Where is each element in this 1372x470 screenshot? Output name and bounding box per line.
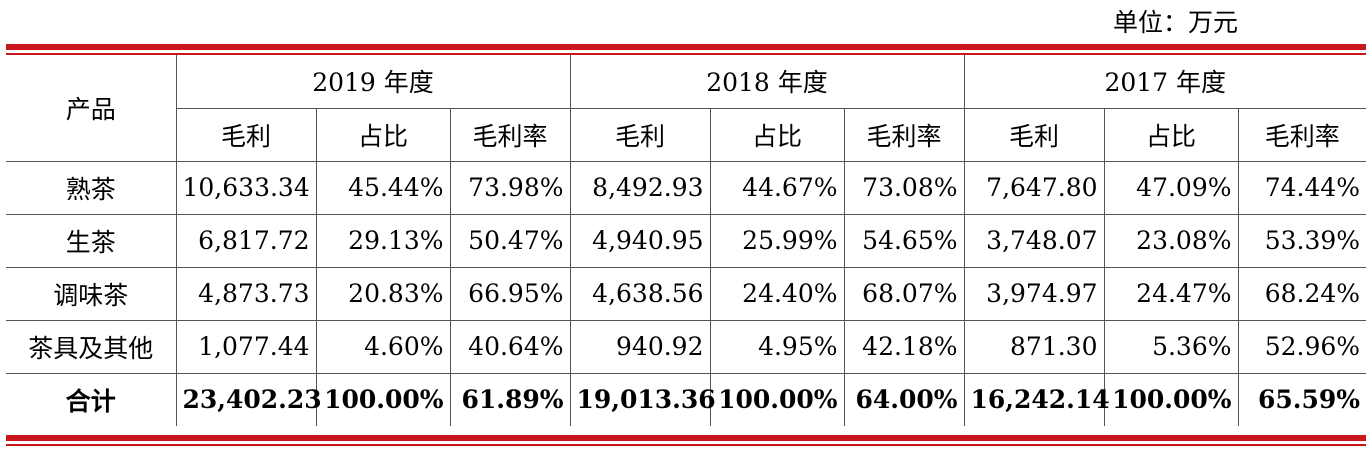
cell-value: 53.39% xyxy=(1237,213,1367,268)
cell-value: 8,492.93 xyxy=(569,160,711,215)
total-value: 100.00% xyxy=(1103,372,1239,426)
cell-value: 20.83% xyxy=(315,266,451,321)
gross-profit-table: 产品 2019 年度 2018 年度 2017 年度 毛利 占比 毛利率 毛利 … xyxy=(6,55,1367,426)
header-share: 占比 xyxy=(1103,107,1239,162)
total-value: 23,402.23 xyxy=(175,372,322,426)
cell-value: 40.64% xyxy=(449,319,571,374)
row-product-label: 生茶 xyxy=(6,213,177,268)
cell-value: 68.07% xyxy=(843,266,965,321)
cell-value: 45.44% xyxy=(315,160,451,215)
cell-value: 6,817.72 xyxy=(175,213,317,268)
cell-value: 42.18% xyxy=(843,319,965,374)
cell-value: 4.60% xyxy=(315,319,451,374)
cell-value: 940.92 xyxy=(569,319,711,374)
header-share: 占比 xyxy=(709,107,845,162)
cell-value: 23.08% xyxy=(1103,213,1239,268)
cell-value: 24.40% xyxy=(709,266,845,321)
cell-value: 66.95% xyxy=(449,266,571,321)
header-row-subcolumns: 毛利 占比 毛利率 毛利 占比 毛利率 毛利 占比 毛利率 xyxy=(6,107,1367,162)
cell-value: 52.96% xyxy=(1237,319,1367,374)
cell-value: 4,638.56 xyxy=(569,266,711,321)
total-value: 64.00% xyxy=(843,372,965,426)
total-value: 100.00% xyxy=(315,372,451,426)
header-year-2017: 2017 年度 xyxy=(963,55,1367,109)
row-product-label: 茶具及其他 xyxy=(6,319,177,374)
cell-value: 73.98% xyxy=(449,160,571,215)
header-share: 占比 xyxy=(315,107,451,162)
top-thin-rule xyxy=(6,53,1366,55)
cell-value: 44.67% xyxy=(709,160,845,215)
cell-value: 24.47% xyxy=(1103,266,1239,321)
table-row: 生茶 6,817.72 29.13% 50.47% 4,940.95 25.99… xyxy=(6,213,1367,268)
cell-value: 7,647.80 xyxy=(963,160,1105,215)
cell-value: 4,873.73 xyxy=(175,266,317,321)
header-year-2018: 2018 年度 xyxy=(569,55,965,109)
table-row: 熟茶 10,633.34 45.44% 73.98% 8,492.93 44.6… xyxy=(6,160,1367,215)
header-row-years: 产品 2019 年度 2018 年度 2017 年度 xyxy=(6,55,1367,162)
cell-value: 4.95% xyxy=(709,319,845,374)
bottom-rule xyxy=(6,435,1366,441)
bottom-thin-rule xyxy=(6,444,1366,446)
total-value: 16,242.14 xyxy=(963,372,1110,426)
unit-label: 单位：万元 xyxy=(1112,8,1238,37)
cell-value: 74.44% xyxy=(1237,160,1367,215)
cell-value: 50.47% xyxy=(449,213,571,268)
cell-value: 10,633.34 xyxy=(175,160,317,215)
cell-value: 1,077.44 xyxy=(175,319,317,374)
cell-value: 3,974.97 xyxy=(963,266,1105,321)
cell-value: 4,940.95 xyxy=(569,213,711,268)
row-product-label: 调味茶 xyxy=(6,266,177,321)
total-value: 65.59% xyxy=(1237,372,1367,426)
header-margin: 毛利率 xyxy=(1237,107,1367,162)
cell-value: 871.30 xyxy=(963,319,1105,374)
cell-value: 29.13% xyxy=(315,213,451,268)
total-row: 合计 23,402.23 100.00% 61.89% 19,013.36 10… xyxy=(6,372,1367,426)
header-gross-profit: 毛利 xyxy=(963,107,1105,162)
cell-value: 68.24% xyxy=(1237,266,1367,321)
header-gross-profit: 毛利 xyxy=(569,107,711,162)
total-label: 合计 xyxy=(6,372,177,426)
table-row: 茶具及其他 1,077.44 4.60% 40.64% 940.92 4.95%… xyxy=(6,319,1367,374)
cell-value: 73.08% xyxy=(843,160,965,215)
total-value: 19,013.36 xyxy=(569,372,716,426)
total-value: 100.00% xyxy=(709,372,845,426)
top-rule xyxy=(6,44,1366,50)
row-product-label: 熟茶 xyxy=(6,160,177,215)
header-margin: 毛利率 xyxy=(449,107,571,162)
table-row: 调味茶 4,873.73 20.83% 66.95% 4,638.56 24.4… xyxy=(6,266,1367,321)
header-year-2019: 2019 年度 xyxy=(175,55,571,109)
header-gross-profit: 毛利 xyxy=(176,107,317,162)
total-value: 61.89% xyxy=(449,372,571,426)
header-margin: 毛利率 xyxy=(843,107,965,162)
cell-value: 25.99% xyxy=(709,213,845,268)
cell-value: 47.09% xyxy=(1103,160,1239,215)
cell-value: 3,748.07 xyxy=(963,213,1105,268)
cell-value: 54.65% xyxy=(843,213,965,268)
cell-value: 5.36% xyxy=(1103,319,1239,374)
header-product: 产品 xyxy=(6,55,177,162)
